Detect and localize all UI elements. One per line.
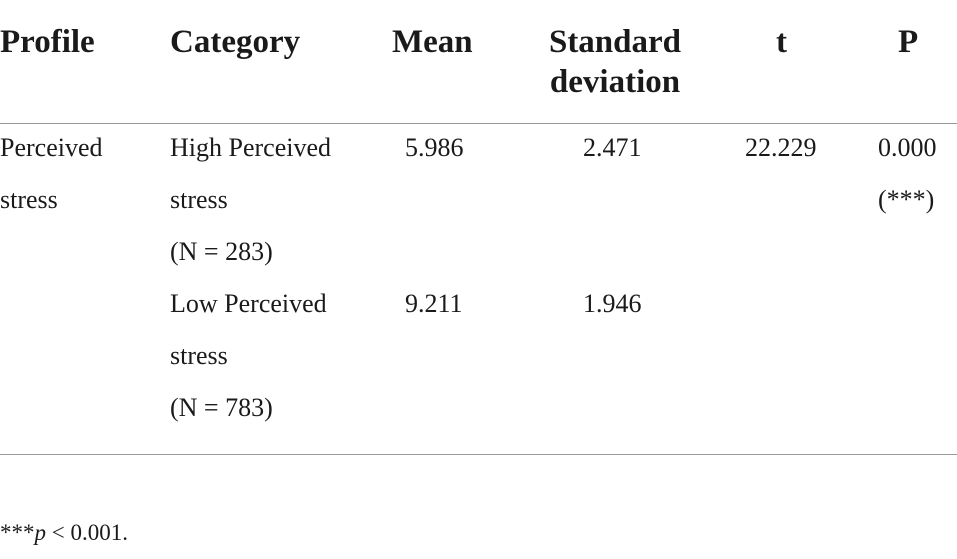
sd-cell: 1.946: [583, 289, 642, 318]
p-cell: 0.000: [878, 133, 937, 162]
header-cell: P: [898, 24, 919, 60]
header-cell: Profile: [0, 24, 95, 60]
footnote-symbol: p: [34, 520, 47, 545]
sd-cell: 2.471: [583, 133, 642, 162]
footnote-stars: ***: [0, 520, 35, 545]
footnote-text: < 0.001.: [51, 520, 128, 545]
mean-cell: 9.211: [405, 289, 463, 318]
category-n: (N = 283): [170, 237, 273, 266]
header-cell: t: [776, 24, 787, 60]
p-note: (***): [878, 185, 935, 214]
bottom-rule: [0, 454, 957, 455]
category-cell: High Perceived stress: [170, 133, 332, 214]
header-cell: Standard deviation: [548, 24, 682, 100]
footnote: ***p < 0.001.: [0, 507, 128, 559]
header-rule: [0, 123, 957, 124]
profile-cell: Perceived stress: [0, 133, 103, 214]
mean-cell: 5.986: [405, 133, 464, 162]
header-cell: Category: [170, 24, 301, 60]
category-n: (N = 783): [170, 393, 273, 422]
category-cell: Low Perceived stress: [170, 289, 327, 370]
header-cell: Mean: [392, 24, 473, 60]
t-cell: 22.229: [745, 133, 817, 162]
